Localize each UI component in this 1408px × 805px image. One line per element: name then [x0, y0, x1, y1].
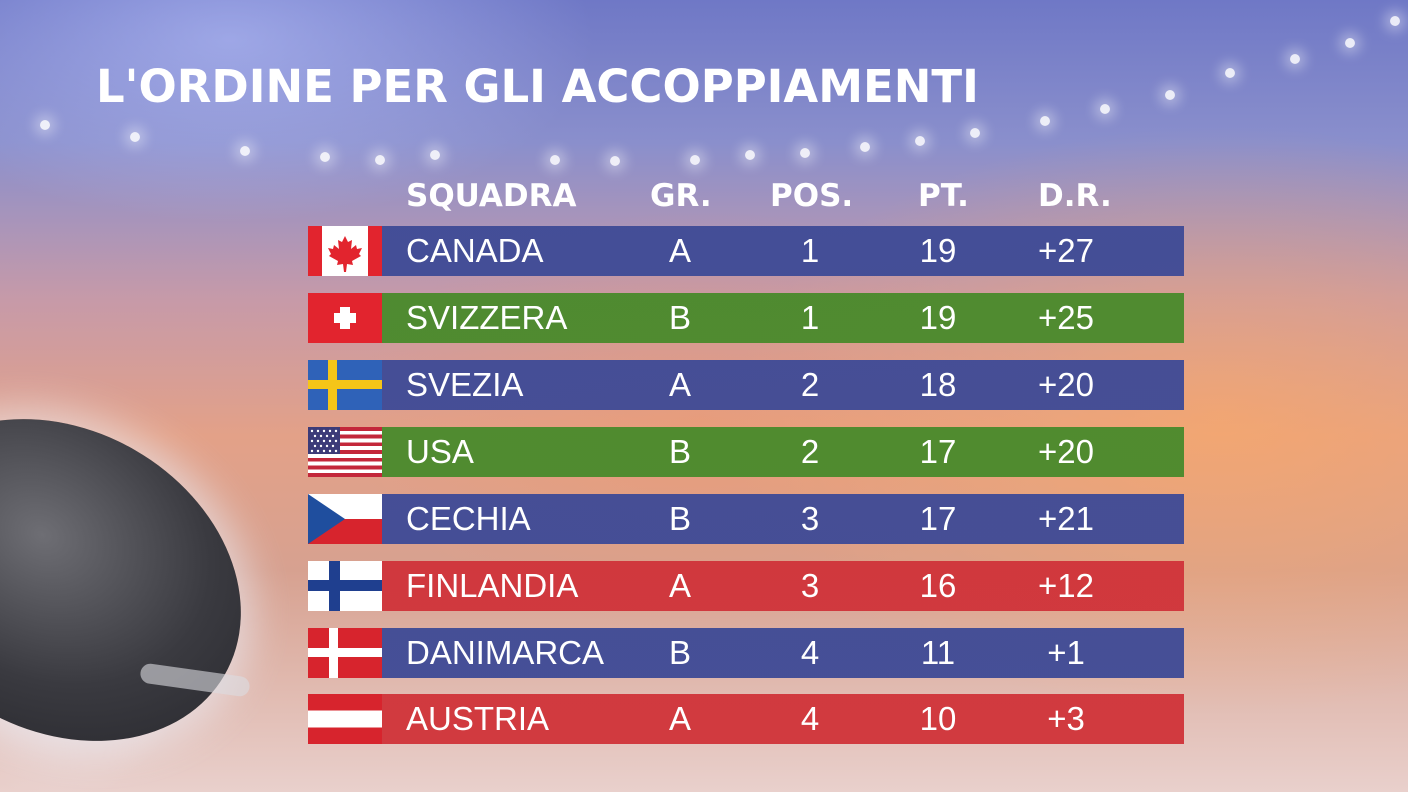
row-bar [382, 628, 1184, 678]
team-name: AUSTRIA [406, 700, 550, 737]
row-bar [382, 293, 1184, 343]
column-header-group: GR. [650, 178, 712, 214]
sweden-flag-icon [308, 360, 382, 410]
austria-flag-icon [308, 694, 382, 744]
table-row: FINLANDIA A 3 16 +12 [308, 561, 1184, 611]
table-row: SVIZZERA B 1 19 +25 [308, 293, 1184, 343]
column-header-points: PT. [918, 178, 969, 214]
row-bar [382, 694, 1184, 744]
column-header-goal-diff: D.R. [1038, 178, 1112, 214]
table-row: CECHIA B 3 17 +21 [308, 494, 1184, 544]
team-name: CANADA [406, 232, 544, 269]
table-row: USA B 2 17 +20 [308, 427, 1184, 477]
canada-flag-icon [308, 226, 382, 276]
table-row: DANIMARCA B 4 11 +1 [308, 628, 1184, 678]
czechia-flag-icon [308, 494, 382, 544]
page-title: L'ORDINE PER GLI ACCOPPIAMENTI [96, 60, 979, 113]
table-row: SVEZIA A 2 18 +20 [308, 360, 1184, 410]
team-name: CECHIA [406, 500, 531, 537]
team-name: USA [406, 433, 474, 470]
team-name: FINLANDIA [406, 567, 579, 604]
column-header-team: SQUADRA [406, 178, 577, 214]
row-bar [382, 427, 1184, 477]
row-bar [382, 360, 1184, 410]
row-bar [382, 226, 1184, 276]
row-bar [382, 494, 1184, 544]
denmark-flag-icon [308, 628, 382, 678]
team-name: SVIZZERA [406, 299, 568, 336]
column-header-position: POS. [770, 178, 854, 214]
table-row: AUSTRIA A 4 10 +3 [308, 694, 1184, 744]
team-name: SVEZIA [406, 366, 524, 403]
team-name: DANIMARCA [406, 634, 605, 671]
usa-flag-icon [308, 427, 382, 477]
row-bar [382, 561, 1184, 611]
switzerland-flag-icon [308, 293, 382, 343]
table-row: CANADA A 1 19 +27 [308, 226, 1184, 276]
finland-flag-icon [308, 561, 382, 611]
